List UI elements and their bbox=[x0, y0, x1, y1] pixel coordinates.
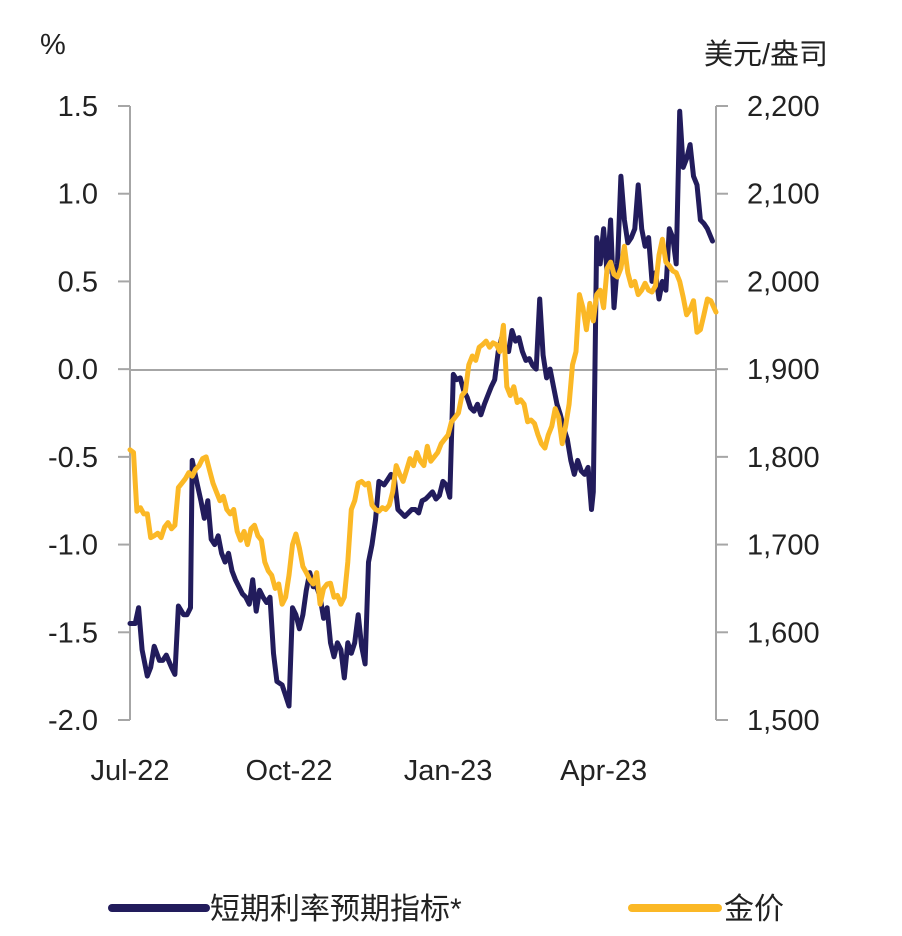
left-tick-label: 0.5 bbox=[58, 266, 98, 298]
left-axis-ticks: 1.5 1.0 0.5 0.0 -0.5 -1.0 -1.5 -2.0 bbox=[48, 91, 130, 737]
x-axis-ticks: Jul-22 Oct-22 Jan-23 Apr-23 bbox=[91, 755, 648, 787]
right-tick-label: 2,200 bbox=[747, 91, 820, 123]
series-layer bbox=[127, 108, 719, 709]
right-tick-label: 1,800 bbox=[747, 442, 820, 474]
left-tick-label: -1.0 bbox=[48, 530, 98, 562]
left-tick-label: 1.0 bbox=[58, 179, 98, 211]
right-tick-label: 1,600 bbox=[747, 617, 820, 649]
right-axis-unit: 美元/盎司 bbox=[704, 38, 828, 71]
legend: 短期利率预期指标* 金价 bbox=[108, 893, 784, 926]
right-tick-label: 1,700 bbox=[747, 530, 820, 562]
left-tick-label: -1.5 bbox=[48, 617, 98, 649]
x-tick-label: Oct-22 bbox=[246, 755, 333, 787]
left-axis-unit: % bbox=[40, 29, 66, 61]
right-tick-label: 1,900 bbox=[747, 354, 820, 386]
x-tick-label: Apr-23 bbox=[560, 755, 647, 787]
right-tick-label: 2,000 bbox=[747, 266, 820, 298]
right-tick-label: 2,100 bbox=[747, 179, 820, 211]
right-tick-label: 1,500 bbox=[747, 705, 820, 737]
left-tick-label: -2.0 bbox=[48, 705, 98, 737]
series-line-gold-price bbox=[127, 236, 719, 607]
left-tick-label: -0.5 bbox=[48, 442, 98, 474]
legend-label-rate: 短期利率预期指标* bbox=[210, 893, 462, 926]
series-line-rate-expectation bbox=[127, 108, 715, 709]
left-tick-label: 1.5 bbox=[58, 91, 98, 123]
x-tick-label: Jan-23 bbox=[404, 755, 493, 787]
x-tick-label: Jul-22 bbox=[91, 755, 170, 787]
legend-label-gold: 金价 bbox=[724, 893, 784, 926]
left-tick-label: 0.0 bbox=[58, 354, 98, 386]
right-axis-ticks: 2,200 2,100 2,000 1,900 1,800 1,700 1,600 1,500 bbox=[716, 91, 820, 737]
